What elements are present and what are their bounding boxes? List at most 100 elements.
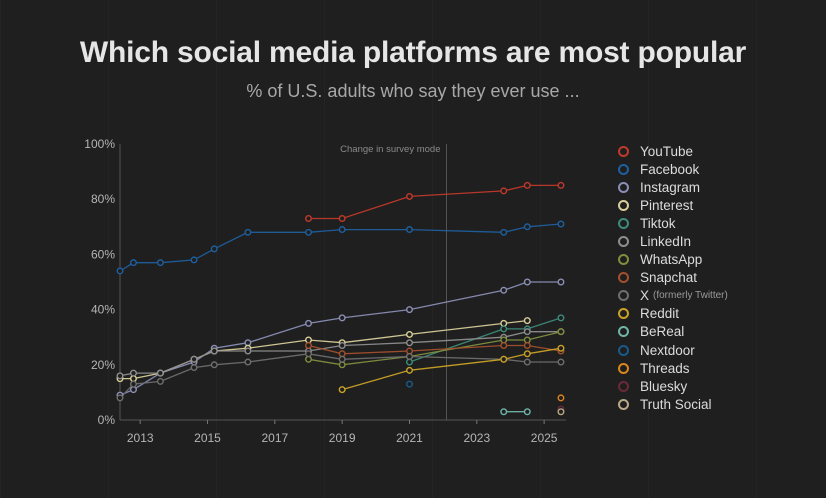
survey-mode-label: Change in survey mode (340, 144, 440, 155)
data-point-linkedin (405, 339, 413, 347)
legend-item-truth-social: Truth Social (618, 395, 818, 413)
data-point-facebook (557, 220, 565, 228)
data-point-linkedin (210, 347, 218, 355)
chart-title: Which social media platforms are most po… (79, 36, 747, 69)
series-line-facebook (119, 223, 562, 272)
legend-label: BeReal (640, 324, 685, 340)
legend-item-youtube: YouTube (618, 142, 818, 160)
data-point-facebook (156, 259, 164, 267)
survey-mode-annotation: Change in survey mode (340, 144, 448, 420)
data-point-reddit (500, 355, 508, 363)
legend-item-x: X (formerly Twitter) (618, 287, 818, 305)
legend-label: WhatsApp (640, 252, 703, 268)
data-point-tiktok (557, 314, 565, 322)
series-line-snapchat (308, 344, 562, 355)
data-point-tiktok (500, 325, 508, 333)
legend-note: (formerly Twitter) (653, 290, 728, 302)
data-point-x (405, 353, 413, 361)
legend-item-instagram: Instagram (618, 178, 818, 196)
data-point-x (190, 364, 198, 372)
data-point-youtube (523, 181, 531, 189)
data-point-bereal (523, 408, 531, 416)
legend-label: Bluesky (640, 378, 688, 394)
y-tick-label: 20% (91, 358, 115, 372)
y-tick-label: 0% (98, 413, 116, 427)
data-point-x (116, 394, 124, 402)
legend-item-reddit: Reddit (618, 305, 818, 323)
data-point-linkedin (116, 372, 124, 380)
legend-item-nextdoor: Nextdoor (618, 341, 818, 359)
x-tick-label: 2023 (463, 431, 490, 445)
data-point-youtube (500, 187, 508, 195)
data-point-whatsapp (304, 355, 312, 363)
data-point-facebook (116, 267, 124, 275)
data-point-facebook (210, 245, 218, 253)
data-point-linkedin (156, 369, 164, 377)
data-point-linkedin (523, 328, 531, 336)
data-point-facebook (405, 226, 413, 234)
data-point-youtube (304, 215, 312, 223)
data-point-reddit (557, 344, 565, 352)
x-tick-label: 2013 (127, 431, 154, 445)
legend-item-pinterest: Pinterest (618, 196, 818, 214)
legend-swatch-icon (618, 290, 629, 302)
series-line-whatsapp (308, 331, 562, 366)
data-point-facebook (338, 226, 346, 234)
data-point-snapchat (338, 350, 346, 358)
legend-item-bereal: BeReal (618, 323, 818, 341)
data-point-reddit (405, 366, 413, 374)
data-point-tiktok (405, 358, 413, 366)
x-tick-label: 2019 (329, 431, 356, 445)
data-point-linkedin (129, 369, 137, 377)
data-point-nextdoor (405, 380, 413, 388)
legend-swatch-icon (618, 145, 629, 157)
legend-label: Instagram (640, 179, 701, 195)
legend-swatch-icon (618, 272, 629, 284)
series-lines (119, 184, 562, 413)
data-point-instagram (129, 386, 137, 394)
data-point-x (523, 358, 531, 366)
legend-swatch-icon (618, 398, 629, 410)
data-point-pinterest (523, 317, 531, 325)
data-point-linkedin (190, 355, 198, 363)
data-point-truth-social (557, 408, 565, 416)
data-point-x (210, 361, 218, 369)
data-point-facebook (523, 223, 531, 231)
data-point-facebook (129, 259, 137, 267)
legend-label: Threads (640, 360, 690, 376)
data-point-instagram (500, 286, 508, 294)
legend-item-tiktok: Tiktok (618, 214, 818, 232)
legend-swatch-icon (618, 254, 629, 266)
chart-subtitle: % of U.S. adults who say they ever use .… (246, 81, 580, 101)
data-point-pinterest (500, 319, 508, 327)
y-tick-label: 80% (91, 192, 115, 206)
data-point-x (557, 358, 565, 366)
series-line-instagram (119, 281, 561, 396)
data-point-pinterest (129, 375, 137, 383)
series-line-x (119, 353, 561, 399)
data-point-instagram (557, 278, 565, 286)
x-tick-label: 2017 (261, 431, 288, 445)
data-point-linkedin (244, 347, 252, 355)
legend-swatch-icon (618, 199, 629, 211)
data-point-snapchat (500, 341, 508, 349)
data-point-instagram (405, 306, 413, 314)
x-tick-label: 2021 (396, 431, 423, 445)
data-point-whatsapp (338, 361, 346, 369)
data-point-whatsapp (557, 328, 565, 336)
legend-item-whatsapp: WhatsApp (618, 251, 818, 269)
data-point-reddit (523, 350, 531, 358)
legend-label: Nextdoor (640, 342, 695, 358)
data-point-x (156, 377, 164, 385)
data-point-snapchat (304, 341, 312, 349)
data-point-x (338, 355, 346, 363)
legend-item-threads: Threads (618, 359, 818, 377)
y-tick-label: 60% (91, 247, 115, 261)
legend-swatch-icon (618, 217, 629, 229)
data-point-threads (557, 394, 565, 402)
series-line-youtube (308, 184, 561, 220)
legend-swatch-icon (618, 308, 629, 320)
data-point-x (244, 358, 252, 366)
x-tick-label: 2015 (194, 431, 221, 445)
